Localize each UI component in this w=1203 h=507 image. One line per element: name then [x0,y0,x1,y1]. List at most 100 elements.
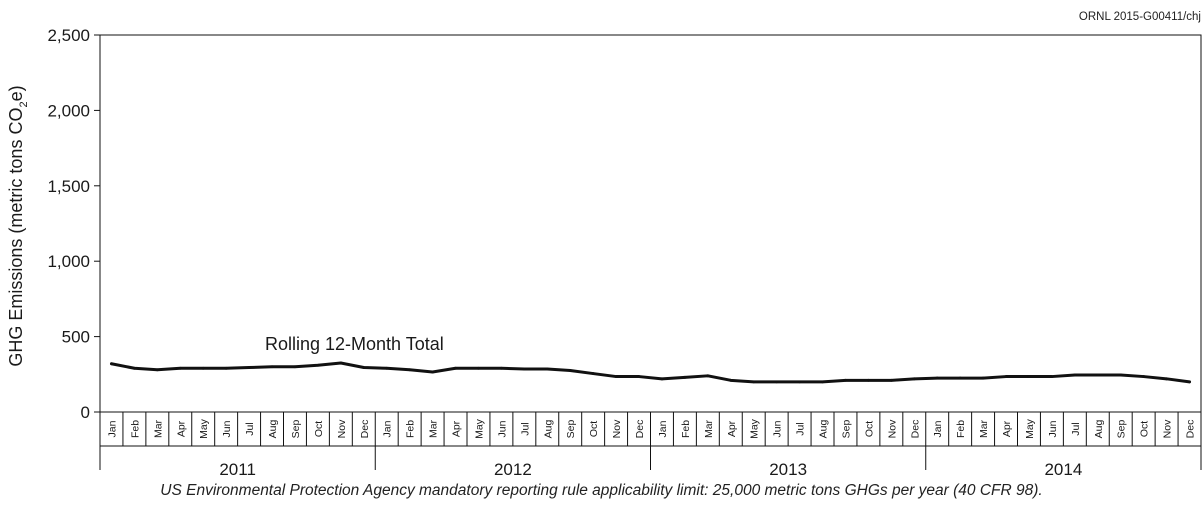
year-label: 2014 [1044,460,1082,479]
data-point [798,380,801,384]
month-label: Jul [1070,422,1082,435]
footnote: US Environmental Protection Agency manda… [160,482,1043,499]
y-tick-label: 2,000 [47,101,90,120]
month-label: Oct [1139,421,1151,437]
month-label: Oct [313,421,325,437]
month-label: Sep [1116,420,1128,439]
y-tick-label: 1,500 [47,177,90,196]
month-label: Nov [336,419,348,438]
data-point [614,375,618,378]
month-label: Feb [680,420,692,438]
month-label: Nov [1162,419,1174,438]
data-point [844,378,847,382]
month-label: Jun [221,420,233,437]
month-label: Jun [496,420,508,437]
data-point [867,378,870,382]
year-label: 2011 [219,460,256,479]
data-point [591,372,595,375]
data-point [568,369,572,372]
month-label: Sep [290,420,302,439]
data-point [385,366,389,370]
month-label: Jul [519,422,531,435]
y-tick-label: 0 [81,403,90,422]
data-point [729,378,733,382]
data-point [545,367,549,371]
data-point [683,375,687,379]
data-point [339,361,343,365]
y-tick-label: 2,500 [47,26,90,45]
data-point [293,365,297,369]
data-point [706,374,710,378]
month-label: Mar [703,419,715,438]
month-label: Jul [244,422,256,435]
month-label: Apr [175,420,187,437]
line-chart: 0 500 1,000 1,500 2,000 2,500 Jan Feb Mar Apr May J… [47,26,1202,479]
month-label: Apr [1001,420,1013,437]
month-label: Oct [863,421,875,437]
data-point [362,366,366,369]
month-label: Dec [634,420,646,439]
year-label: 2012 [494,460,532,479]
data-point [133,366,136,370]
data-point [637,375,641,378]
month-label: May [749,418,761,439]
month-label: Mar [428,419,440,438]
data-point [1096,373,1100,377]
month-label: Feb [129,420,141,438]
series-annotation: Rolling 12-Month Total [265,334,444,354]
month-label: Jun [772,420,784,437]
data-point [110,362,113,366]
data-point [1165,377,1168,381]
month-label: Nov [886,419,898,438]
month-label: May [198,418,210,439]
data-point [958,376,962,380]
month-label: Mar [978,419,990,438]
month-label: Aug [267,420,279,439]
month-label: Aug [542,420,554,439]
data-point [477,366,480,370]
data-point [1142,375,1146,378]
plot-frame [99,34,1202,412]
data-point [821,380,824,384]
month-label: Jun [1047,420,1059,437]
data-point [1027,375,1031,378]
data-point [1119,373,1123,377]
data-point [935,376,939,380]
data-point [431,370,434,374]
data-point [660,377,664,381]
year-label: 2013 [769,460,807,479]
data-point [178,366,182,370]
month-label: Mar [152,419,164,438]
month-label: May [1024,418,1036,439]
month-label: Nov [611,419,623,438]
data-point [1073,373,1077,377]
data-point [224,366,228,370]
data-point [522,367,526,371]
month-label: Apr [726,420,738,437]
month-label: Jan [382,420,394,437]
month-label: Sep [565,420,577,439]
data-point [752,380,756,384]
month-label: Dec [909,420,921,439]
data-point [155,368,159,372]
data-point [454,366,457,370]
month-label: Feb [405,420,417,438]
figure-id-label: ORNL 2015-G00411/chj [1078,11,1201,23]
month-label: Dec [359,420,371,439]
month-label: Sep [840,420,852,439]
series-line-rolling-12-month-total [109,361,1192,384]
y-tick-label: 500 [62,328,90,347]
data-point [775,380,779,384]
month-label: Jan [932,420,944,437]
data-point [1188,380,1191,384]
data-point [1050,375,1054,378]
month-label: Aug [818,420,830,439]
data-point [1004,375,1008,378]
data-point [408,368,412,372]
month-label: May [473,418,485,439]
month-label: Feb [955,420,967,438]
data-point [270,365,274,369]
month-label: Aug [1093,420,1105,439]
month-label: Jan [657,420,669,437]
data-point [912,377,916,381]
